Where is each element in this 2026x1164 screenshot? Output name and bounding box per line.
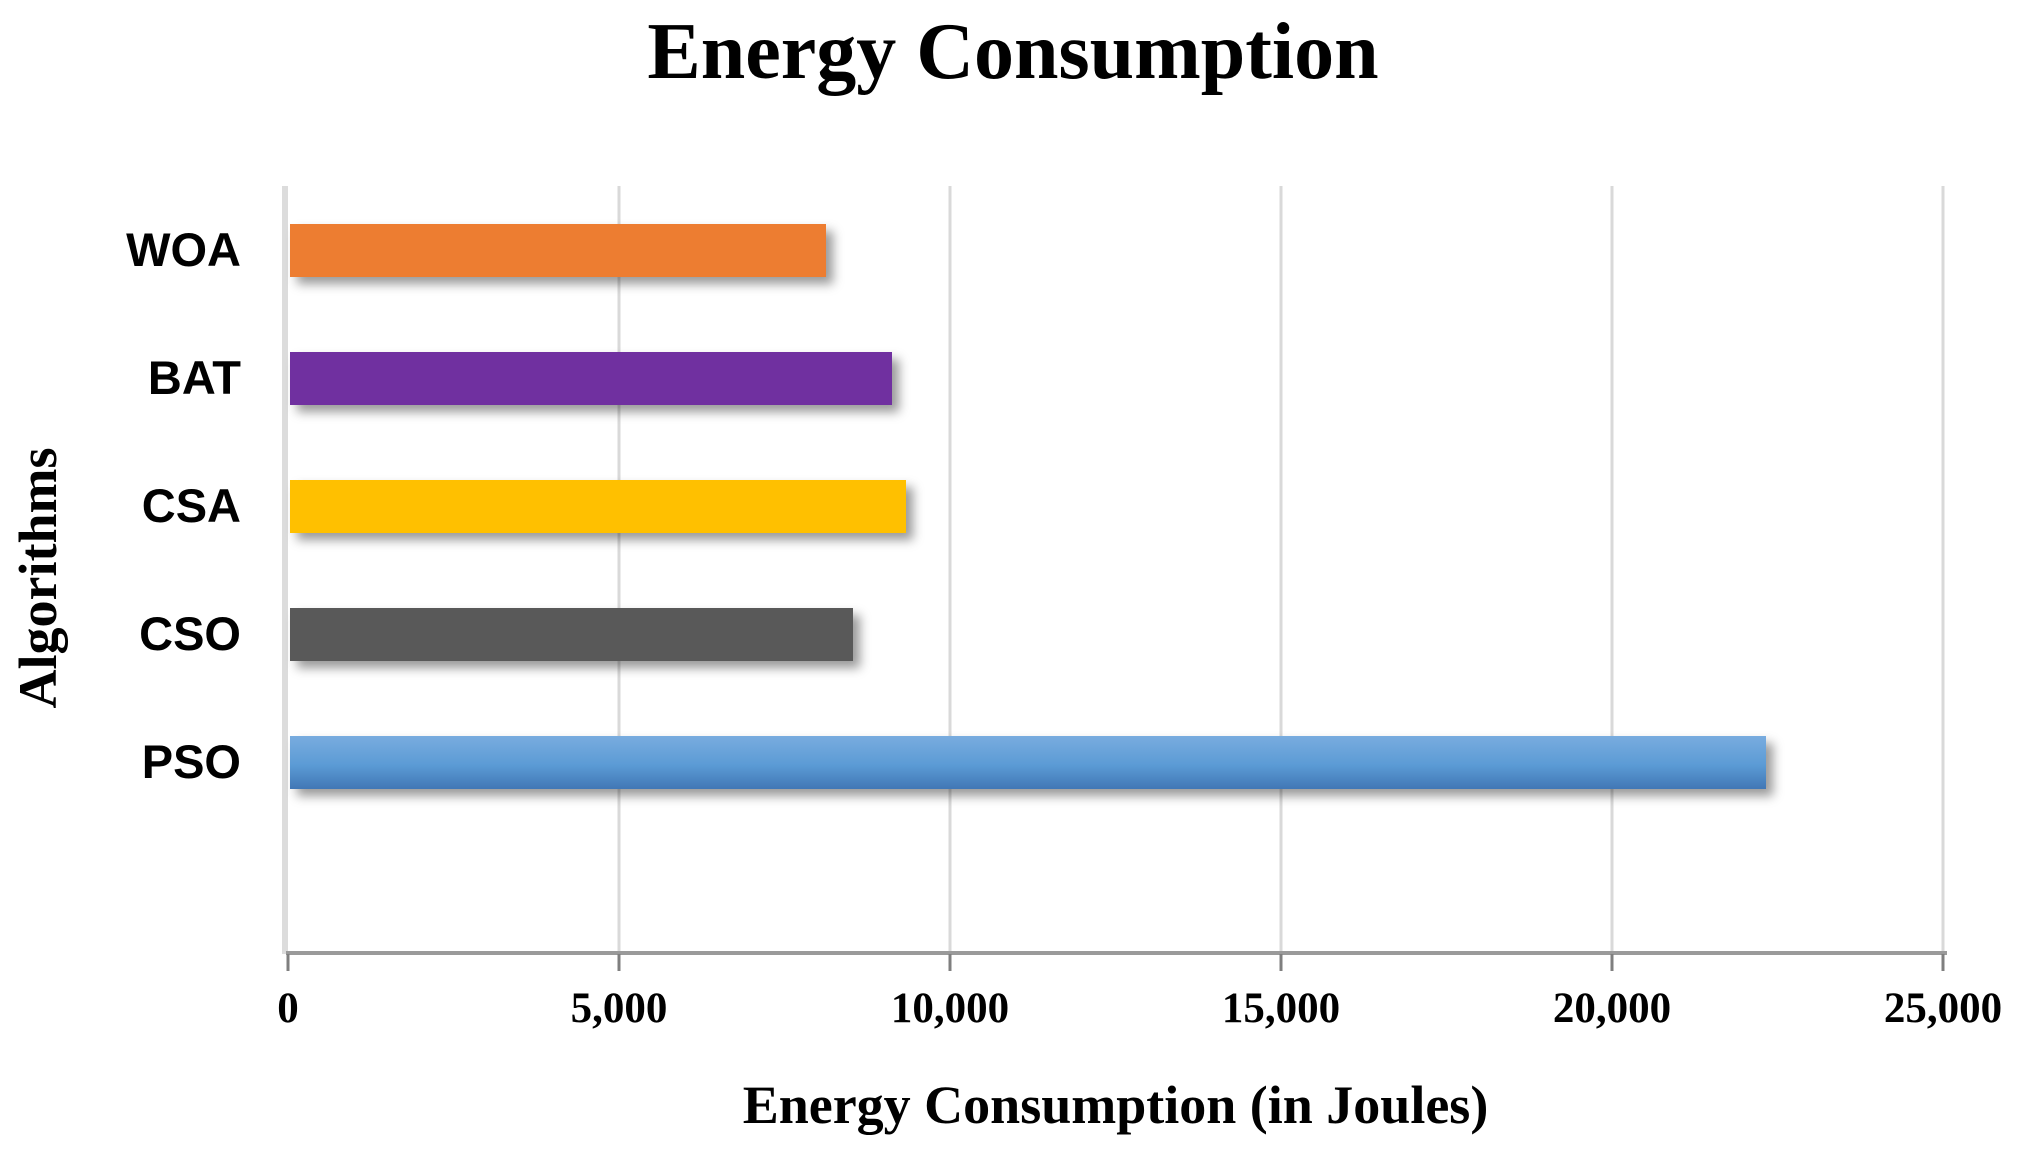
tickmark-15000 [1279,954,1283,971]
x-tick-label-25000: 25,000 [1883,985,2003,1032]
x-tick-label-0: 0 [277,985,299,1032]
x-tick-label-5000: 5,000 [570,985,668,1032]
gridline-20000 [1610,186,1614,954]
gridline-10000 [948,186,952,954]
category-label-bat: BAT [147,351,241,404]
x-axis-tickmarks [286,954,1945,974]
plot-area [282,186,1945,954]
x-axis-title: Energy Consumption (in Joules) [742,1075,1489,1135]
bar-bat [290,351,893,405]
category-label-woa: WOA [126,223,241,276]
bar-csa [290,479,906,533]
x-tick-label-15000: 15,000 [1221,985,1341,1032]
x-axis-tick-labels: 0 5,000 10,000 15,000 20,000 25,000 [277,984,2002,1044]
gridline-5000 [617,186,621,954]
gridline-25000 [1941,186,1945,954]
bar-woa [290,223,827,277]
category-label-csa: CSA [141,479,241,532]
tickmark-10000 [948,954,952,971]
x-tick-label-20000: 20,000 [1552,985,1672,1032]
tickmark-20000 [1610,954,1614,971]
x-tick-label-10000: 10,000 [890,985,1010,1032]
bar-cso [290,607,853,661]
tickmark-25000 [1941,954,1945,971]
gridline-15000 [1279,186,1283,954]
tickmark-0 [286,954,290,971]
category-axis-labels: WOA BAT CSA CSO PSO [0,186,245,954]
bar-pso [290,735,1767,789]
category-label-pso: PSO [141,735,241,788]
category-label-cso: CSO [139,607,241,660]
y-axis-line [282,186,288,954]
x-axis-line [286,951,1947,955]
tickmark-5000 [617,954,621,971]
chart-title: Energy Consumption [647,8,1379,96]
